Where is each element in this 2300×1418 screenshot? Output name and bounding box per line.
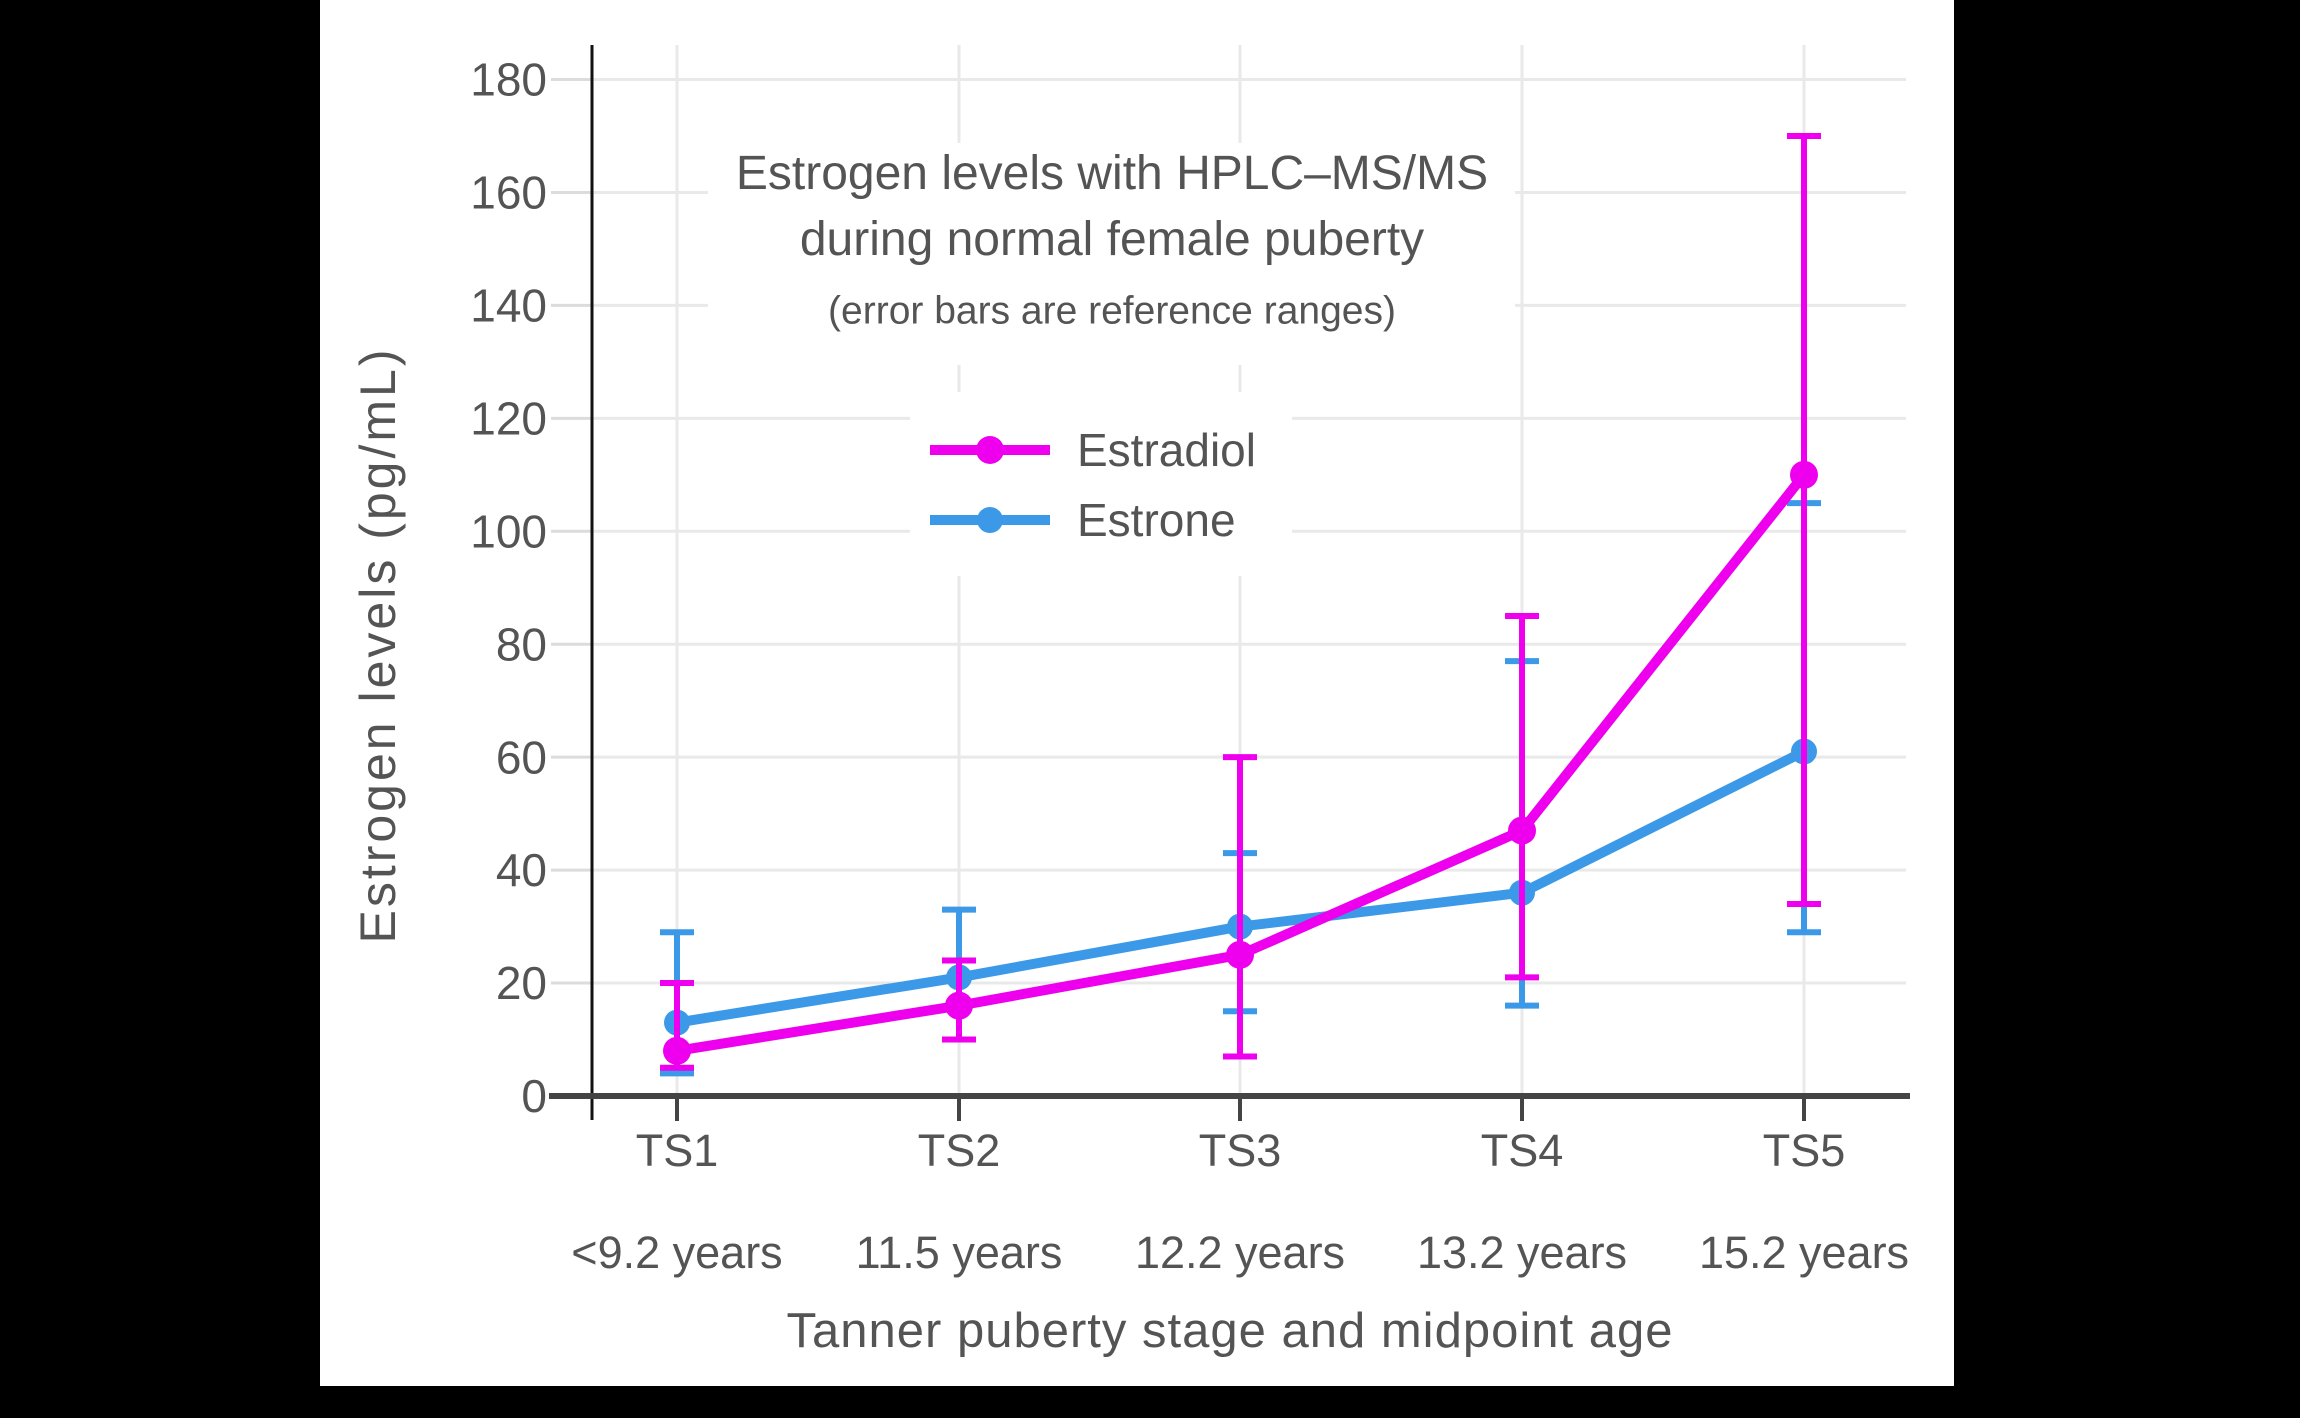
legend-label-estrone: Estrone (1077, 494, 1236, 546)
y-tick-label: 0 (521, 1070, 547, 1122)
estrone-legend-marker (977, 507, 1003, 533)
axis-text-layer: 0 20 40 60 80 100 120 140 160 180 TS1 TS2 TS3 TS4 TS5 <… (470, 54, 1909, 1278)
y-tick-label: 140 (470, 280, 547, 332)
y-tick-label: 40 (496, 844, 547, 896)
x-tick-label-stage: TS4 (1481, 1125, 1564, 1176)
data-point (1790, 460, 1818, 489)
x-tick-label-age: 15.2 years (1699, 1227, 1909, 1278)
x-tick-label-stage: TS1 (636, 1125, 719, 1176)
y-tick-label: 20 (496, 957, 547, 1009)
x-tick-label-stage: TS3 (1199, 1125, 1282, 1176)
chart-title-line2: during normal female puberty (800, 213, 1424, 266)
y-tick-label: 80 (496, 618, 547, 670)
legend-item-estradiol: Estradiol (930, 424, 1256, 476)
axes (549, 45, 1910, 1120)
y-axis-title: Estrogen levels (pg/mL) (350, 346, 406, 943)
data-series-layer (660, 133, 1821, 1077)
chart-title-line1: Estrogen levels with HPLC–MS/MS (736, 147, 1488, 200)
estradiol-legend-marker (976, 436, 1004, 464)
data-point (1226, 940, 1254, 969)
x-axis-ticks (675, 1096, 1806, 1121)
data-point (663, 1036, 691, 1065)
legend: Estradiol Estrone (930, 424, 1256, 546)
y-tick-label: 60 (496, 731, 547, 783)
title-background-mask (708, 143, 1515, 365)
y-tick-label: 100 (470, 505, 547, 557)
x-tick-label-age: <9.2 years (571, 1227, 782, 1278)
x-tick-label-age: 12.2 years (1135, 1227, 1345, 1278)
data-point (1508, 816, 1536, 845)
x-tick-label-stage: TS2 (918, 1125, 1001, 1176)
chart-subtitle: (error bars are reference ranges) (828, 290, 1396, 333)
y-tick-label: 180 (470, 54, 547, 106)
legend-background-mask (910, 392, 1292, 576)
x-axis-title: Tanner puberty stage and midpoint age (787, 1304, 1674, 1358)
x-tick-label-age: 13.2 years (1417, 1227, 1627, 1278)
y-tick-label: 160 (470, 167, 547, 219)
legend-item-estrone: Estrone (930, 494, 1236, 546)
x-tick-label-stage: TS5 (1763, 1125, 1846, 1176)
x-tick-label-age: 11.5 years (856, 1227, 1063, 1278)
data-point (945, 991, 973, 1020)
series-estradiol (660, 133, 1821, 1071)
legend-label-estradiol: Estradiol (1077, 424, 1256, 476)
y-tick-label: 120 (470, 392, 547, 444)
